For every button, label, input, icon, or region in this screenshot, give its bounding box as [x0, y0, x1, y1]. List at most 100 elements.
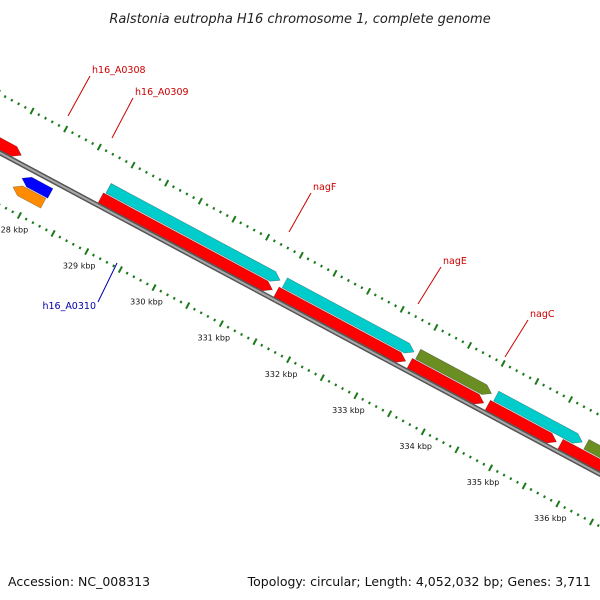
tick-label: 333 kbp — [332, 406, 365, 415]
outer-tick-mark — [582, 405, 586, 409]
inner-tick-mark — [185, 302, 191, 310]
outer-tick-mark — [185, 192, 189, 196]
gene-label-leader — [504, 319, 529, 358]
gene-feature — [484, 399, 557, 444]
outer-tick-mark — [145, 170, 148, 174]
tick-label: 335 kbp — [467, 478, 500, 487]
outer-tick-mark — [500, 359, 506, 367]
gene-feature — [415, 348, 492, 395]
outer-tick-mark — [265, 233, 271, 241]
inner-tick-mark — [462, 451, 466, 456]
outer-tick-mark — [399, 305, 405, 313]
outer-tick-mark — [461, 340, 465, 344]
gene-feature — [0, 136, 22, 157]
outer-tick-mark — [96, 143, 102, 151]
inner-tick-mark — [179, 300, 183, 304]
gene-feature — [281, 277, 415, 354]
inner-tick-mark — [529, 487, 533, 492]
backbone — [0, 150, 600, 478]
outer-tick-mark — [360, 286, 364, 290]
gene-label-leader — [97, 262, 118, 303]
inner-tick-mark — [589, 518, 595, 526]
inner-tick-mark — [374, 404, 378, 409]
inner-tick-mark — [401, 419, 405, 423]
outer-tick-mark — [332, 269, 338, 277]
outer-tick-mark — [29, 107, 35, 115]
outer-tick-mark — [286, 246, 290, 250]
outer-tick-mark — [528, 376, 532, 380]
inner-tick-mark — [233, 329, 237, 333]
tick-label: 332 kbp — [265, 370, 298, 379]
gene-feature — [273, 286, 407, 363]
gene-feature — [97, 192, 273, 292]
outer-tick-mark — [178, 188, 182, 192]
outer-tick-mark — [231, 215, 237, 223]
outer-tick-mark — [380, 296, 384, 301]
inner-tick-mark — [260, 343, 264, 347]
outer-tick-mark — [534, 377, 540, 386]
inner-tick-mark — [172, 296, 176, 300]
outer-tick-mark — [77, 134, 81, 138]
inner-tick-mark — [78, 246, 82, 250]
inner-tick-mark — [536, 491, 540, 495]
outer-tick-mark — [346, 278, 350, 283]
inner-tick-mark — [240, 332, 244, 337]
inner-tick-mark — [31, 221, 35, 225]
outer-tick-mark — [158, 177, 162, 182]
inner-tick-mark — [252, 338, 258, 346]
inner-tick-mark — [502, 473, 506, 477]
gene-label: h16_A0308 — [92, 65, 146, 76]
outer-tick-mark — [542, 383, 546, 387]
gene-feature — [105, 183, 281, 282]
inner-tick-mark — [38, 224, 42, 228]
inner-tick-mark — [488, 464, 494, 472]
inner-tick-mark — [435, 437, 439, 441]
inner-tick-mark — [381, 408, 385, 412]
gene-labels: h16_A0308 h16_A0309 nagF nagE nagC h16_A0310 — [42, 65, 555, 358]
inner-tick-mark — [84, 247, 90, 256]
inner-tick-mark — [132, 275, 136, 279]
tick-label: 336 kbp — [534, 514, 567, 523]
inner-tick-mark — [367, 401, 371, 405]
inner-tick-mark — [475, 459, 479, 463]
gene-label-leader — [417, 266, 442, 305]
outer-tick-track — [0, 89, 599, 416]
outer-tick-mark — [23, 105, 27, 110]
tick-label: 331 kbp — [197, 334, 230, 343]
inner-tick-mark — [71, 242, 75, 246]
outer-tick-mark — [441, 329, 445, 333]
outer-tick-mark — [548, 387, 552, 391]
inner-tick-mark — [105, 260, 109, 264]
inner-tick-mark — [112, 264, 116, 268]
outer-tick-mark — [521, 372, 525, 376]
backbone-highlight — [0, 151, 600, 476]
inner-tick-mark — [408, 423, 412, 427]
outer-tick-mark — [298, 251, 304, 259]
inner-tick-mark — [454, 446, 460, 454]
tick-label: 334 kbp — [399, 442, 432, 451]
inner-tick-mark — [387, 410, 393, 418]
outer-tick-mark — [447, 333, 451, 337]
inner-tick-mark — [286, 356, 292, 364]
gene-feature — [493, 390, 583, 444]
gene-feature — [583, 439, 600, 469]
inner-tick-mark — [11, 210, 15, 214]
outer-tick-mark — [70, 131, 74, 135]
inner-tick-mark — [117, 265, 123, 274]
inner-tick-mark — [334, 383, 338, 387]
outer-tick-mark — [130, 161, 136, 169]
inner-tick-mark — [495, 469, 499, 474]
inner-tick-mark — [516, 480, 519, 484]
inner-tick-mark — [273, 350, 277, 355]
outer-tick-mark — [474, 347, 478, 351]
outer-tick-mark — [44, 116, 47, 120]
outer-tick-mark — [225, 214, 229, 218]
feature-track — [0, 136, 600, 480]
inner-tick-mark — [569, 509, 573, 513]
accession-text: Accession: NC_008313 — [8, 574, 150, 589]
inner-tick-mark — [246, 336, 250, 340]
inner-tick-mark — [145, 282, 149, 286]
outer-tick-mark — [252, 228, 256, 232]
outer-tick-mark — [245, 224, 249, 228]
inner-tick-mark — [549, 498, 553, 502]
